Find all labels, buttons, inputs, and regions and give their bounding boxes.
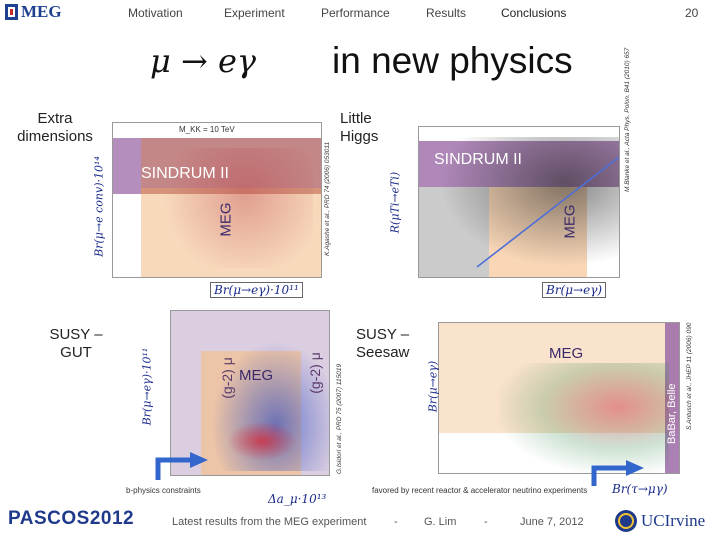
gut-red-points bbox=[227, 421, 297, 461]
nav-performance[interactable]: Performance bbox=[321, 6, 390, 20]
gut-constraint-note: b-physics constraints bbox=[126, 486, 201, 495]
seesaw-y-axis: Br(μ→eγ) bbox=[426, 360, 440, 413]
extra-meg-band bbox=[141, 188, 321, 277]
gut-y-axis: Br(μ→eγ)·10¹¹ bbox=[140, 347, 154, 426]
seesaw-babar-band bbox=[665, 323, 679, 473]
footer-sep-1: - bbox=[394, 516, 398, 528]
nav-experiment[interactable]: Experiment bbox=[224, 6, 285, 20]
gut-g2-left: (g-2) μ bbox=[218, 357, 235, 399]
plot-extra-dimensions: M_KK = 10 TeV SINDRUM II MEG bbox=[112, 122, 322, 278]
label-extra-dimensions: Extra dimensions bbox=[17, 110, 93, 145]
title-text: in new physics bbox=[332, 40, 573, 81]
extra-meg-label: MEG bbox=[217, 202, 235, 237]
logo-text: MEG bbox=[21, 2, 62, 21]
extra-y-axis: Br(μ→e conv)·10¹⁴ bbox=[92, 156, 106, 257]
footer-talk: Latest results from the MEG experiment bbox=[172, 516, 367, 528]
gut-citation: G.Isidori et al., PRD 75 (2007) 115019 bbox=[336, 363, 343, 474]
nav-motivation[interactable]: Motivation bbox=[128, 6, 183, 20]
page-number: 20 bbox=[685, 6, 699, 20]
seesaw-arrow-icon bbox=[591, 460, 644, 486]
gut-g2-right: (g-2) μ bbox=[306, 352, 323, 394]
uci-logo: UCIrvine bbox=[614, 508, 714, 534]
plot-little-higgs: SINDRUM II MEG bbox=[418, 126, 620, 278]
label-little-higgs: Little Higgs bbox=[340, 110, 379, 145]
footer-date: June 7, 2012 bbox=[520, 516, 584, 528]
pascos-text: PASCOS2012 bbox=[8, 508, 135, 529]
uci-seal-icon bbox=[615, 510, 637, 532]
seesaw-note: favored by recent reactor & accelerator … bbox=[372, 486, 587, 495]
extra-top-note: M_KK = 10 TeV bbox=[179, 125, 235, 134]
seesaw-babar-label: BaBar, Belle bbox=[666, 383, 678, 444]
higgs-x-axis: Br(μ→eγ) bbox=[542, 282, 607, 298]
nav-conclusions[interactable]: Conclusions bbox=[501, 6, 567, 20]
seesaw-x-axis: Br(τ→μγ) bbox=[612, 482, 668, 496]
higgs-trend-line bbox=[476, 156, 619, 268]
plot-susy-gut: MEG bbox=[170, 310, 330, 476]
pascos-logo: PASCOS2012 bbox=[8, 508, 134, 530]
label-susy-seesaw: SUSY – Seesaw bbox=[356, 326, 410, 361]
extra-points bbox=[143, 148, 313, 268]
extra-sindrum-label: SINDRUM II bbox=[141, 165, 229, 182]
gut-arrow-icon bbox=[155, 452, 208, 480]
seesaw-citation: S.Antusch et al., JHEP 11 (2006) 090 bbox=[686, 322, 693, 430]
slide-title: μ → eγ in new physics bbox=[150, 40, 610, 86]
higgs-meg-label: MEG bbox=[561, 204, 579, 239]
label-susy-gut: SUSY – GUT bbox=[49, 326, 103, 361]
seesaw-note-text: favored by recent reactor & accelerator … bbox=[372, 486, 588, 495]
nav-results[interactable]: Results bbox=[426, 6, 467, 20]
extra-meg-overlap bbox=[141, 138, 321, 194]
title-formula: μ → eγ bbox=[150, 42, 257, 80]
gut-x-axis: Δa_μ·10¹³ bbox=[268, 492, 327, 506]
higgs-y-axis: R(μTi→eTi) bbox=[388, 171, 402, 234]
extra-x-axis: Br(μ→eγ)·10¹¹ bbox=[210, 282, 303, 298]
higgs-sindrum-label: SINDRUM II bbox=[434, 151, 522, 168]
footer-author: G. Lim bbox=[424, 516, 457, 528]
seesaw-points bbox=[499, 363, 669, 473]
extra-citation: K.Agashe et al., PRD 74 (2006) 053011 bbox=[324, 141, 331, 256]
footer-sep-2: - bbox=[484, 516, 488, 528]
meg-logo: MEG bbox=[4, 2, 68, 22]
seesaw-meg-band bbox=[439, 323, 679, 433]
meg-logo-icon bbox=[5, 4, 18, 20]
seesaw-meg-label: MEG bbox=[549, 345, 584, 362]
uci-text: UCIrvine bbox=[641, 511, 706, 530]
higgs-points bbox=[439, 137, 619, 267]
higgs-citation: M.Blanke et al., Acta Phys. Polon. B41 (… bbox=[624, 47, 631, 192]
plot-susy-seesaw: MEG BaBar, Belle bbox=[438, 322, 680, 474]
gut-constraint-text: b-physics constraints bbox=[126, 486, 201, 495]
gut-meg-label: MEG bbox=[239, 367, 274, 384]
